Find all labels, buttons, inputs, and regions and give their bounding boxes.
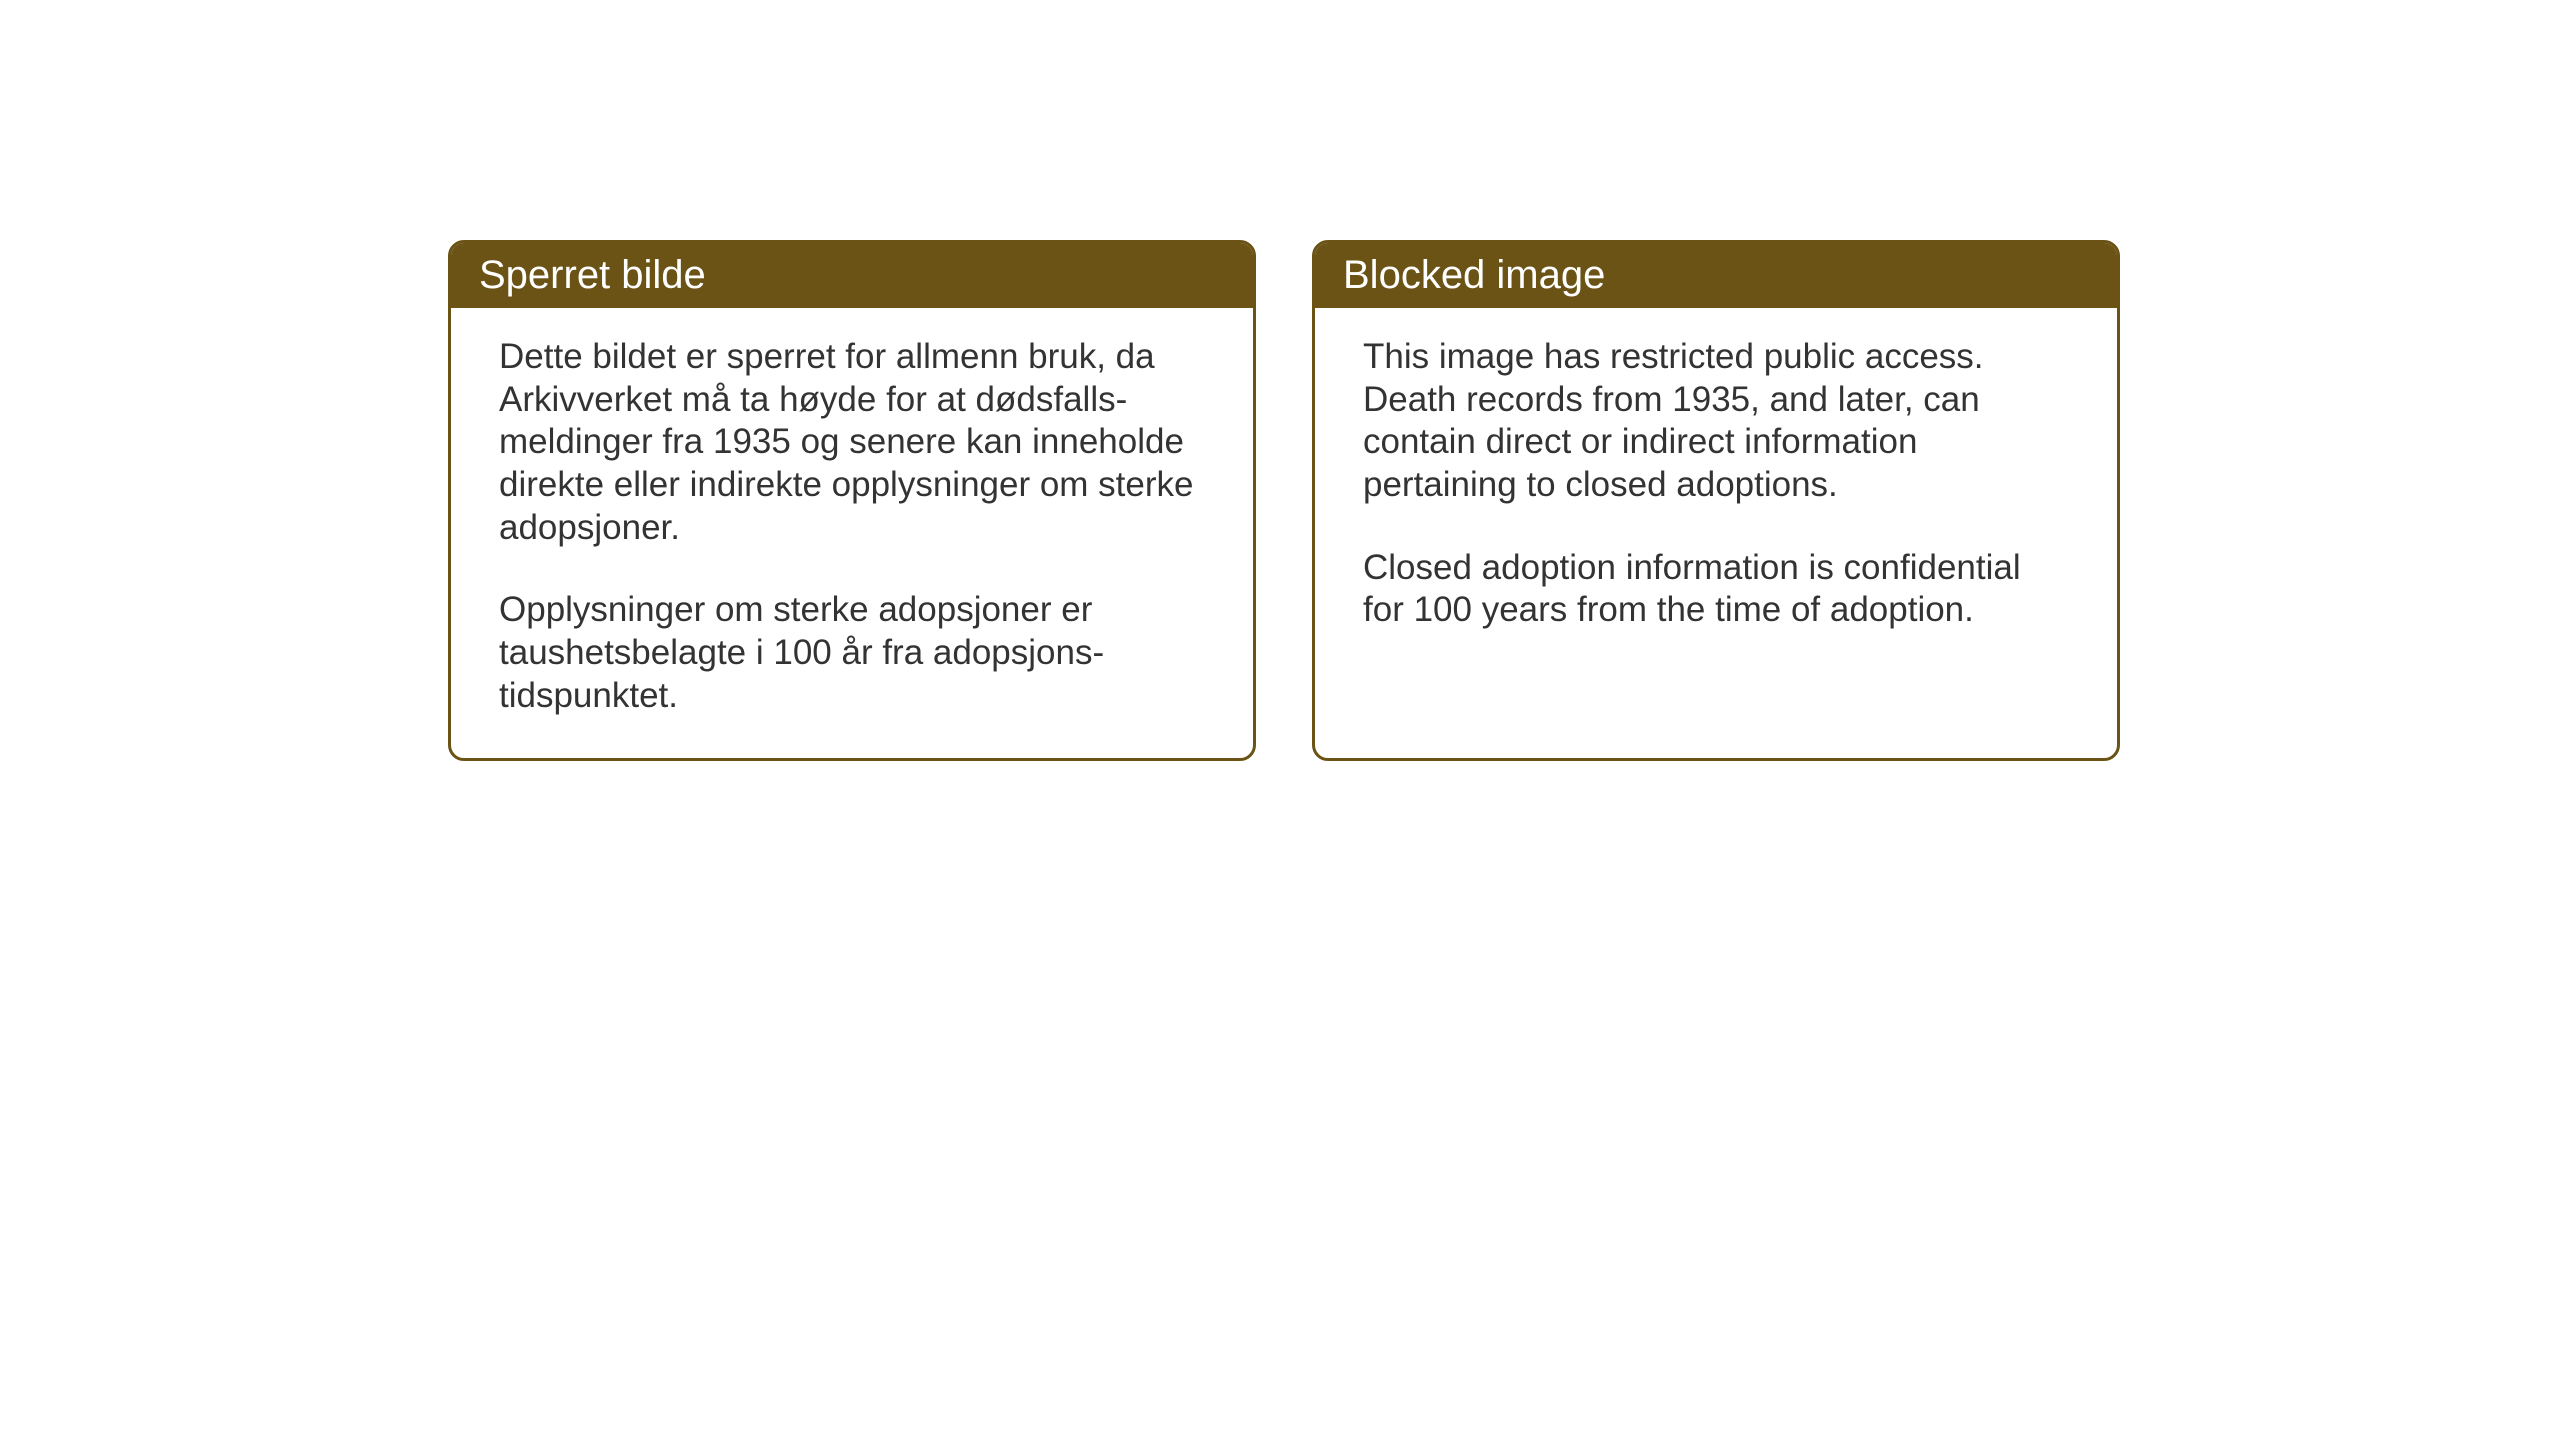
- notice-para2-norwegian: Opplysninger om sterke adopsjoner er tau…: [499, 589, 1205, 717]
- notice-box-english: Blocked image This image has restricted …: [1312, 240, 2120, 761]
- notice-para1-english: This image has restricted public access.…: [1363, 336, 2069, 507]
- notice-container: Sperret bilde Dette bildet er sperret fo…: [448, 240, 2120, 761]
- notice-box-norwegian: Sperret bilde Dette bildet er sperret fo…: [448, 240, 1256, 761]
- notice-header-english: Blocked image: [1315, 243, 2117, 308]
- notice-header-norwegian: Sperret bilde: [451, 243, 1253, 308]
- notice-para1-norwegian: Dette bildet er sperret for allmenn bruk…: [499, 336, 1205, 549]
- notice-body-english: This image has restricted public access.…: [1315, 308, 2117, 672]
- notice-body-norwegian: Dette bildet er sperret for allmenn bruk…: [451, 308, 1253, 758]
- notice-para2-english: Closed adoption information is confident…: [1363, 547, 2069, 632]
